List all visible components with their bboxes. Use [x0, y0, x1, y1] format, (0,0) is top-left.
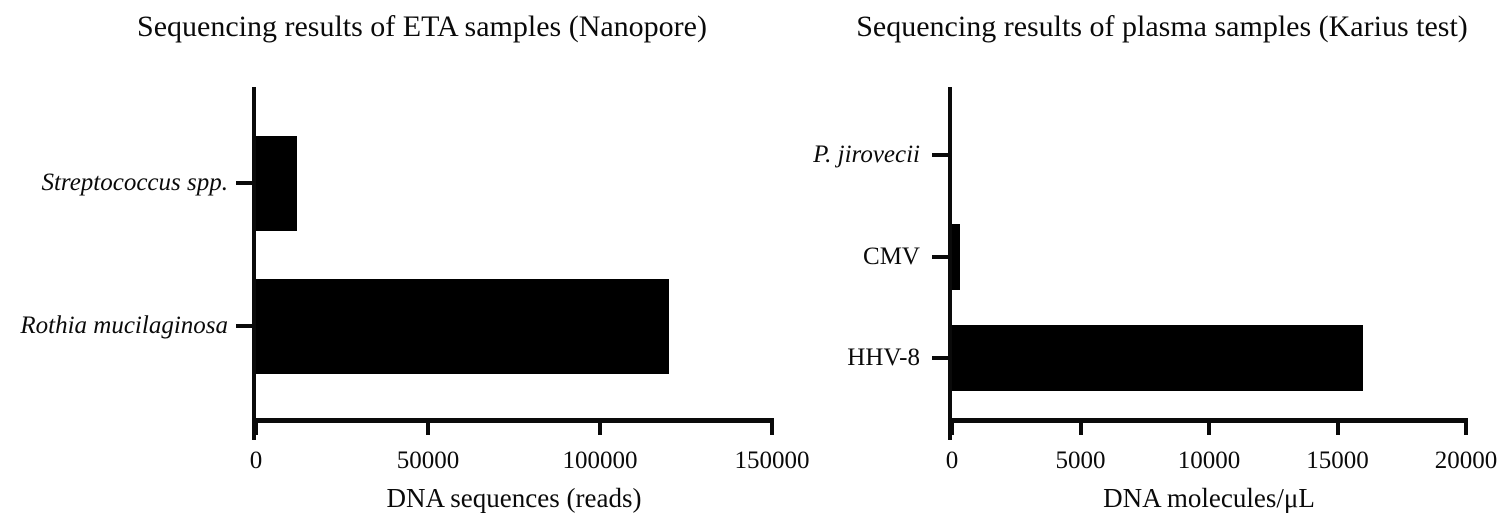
x-tick — [1335, 423, 1340, 435]
y-axis-line — [252, 87, 256, 440]
bar — [256, 278, 669, 374]
y-axis-line — [948, 87, 952, 440]
x-tick-label: 10000 — [1177, 447, 1241, 474]
chart-title: Sequencing results of ETA samples (Nanop… — [137, 10, 707, 43]
x-tick — [598, 423, 602, 435]
y-tick — [236, 324, 252, 328]
bar — [952, 224, 960, 290]
x-tick-label: 15000 — [1306, 447, 1369, 474]
bar — [952, 325, 1364, 391]
chart-title: Sequencing results of plasma samples (Ka… — [856, 10, 1468, 43]
x-tick — [254, 423, 258, 435]
x-tick — [1207, 423, 1211, 435]
category-label: HHV-8 — [847, 344, 920, 371]
x-tick-label: 100000 — [562, 447, 638, 474]
bar — [256, 135, 298, 231]
x-tick — [1464, 423, 1468, 435]
x-tick-label: 0 — [945, 447, 959, 474]
x-tick — [770, 423, 774, 435]
x-tick-label: 5000 — [1055, 447, 1106, 474]
x-axis-line — [252, 418, 774, 423]
x-tick — [950, 423, 954, 435]
x-tick — [1078, 423, 1083, 435]
y-tick — [932, 153, 948, 157]
category-label: CMV — [863, 243, 920, 270]
x-tick-label: 50000 — [396, 447, 460, 474]
x-axis-line — [948, 418, 1468, 423]
category-label: Streptococcus spp. — [41, 169, 228, 196]
x-axis-label: DNA sequences (reads) — [386, 483, 642, 513]
category-label: Rothia mucilaginosa — [20, 312, 228, 339]
y-tick — [236, 181, 252, 185]
x-tick-label: 20000 — [1434, 447, 1498, 474]
x-axis-label: DNA molecules/μL — [1103, 483, 1315, 513]
category-label: P. jirovecii — [813, 141, 920, 168]
y-tick — [932, 356, 948, 360]
x-tick-label: 150000 — [734, 447, 810, 474]
x-tick-label: 0 — [249, 447, 263, 474]
y-tick — [932, 255, 948, 259]
x-tick — [426, 423, 430, 435]
